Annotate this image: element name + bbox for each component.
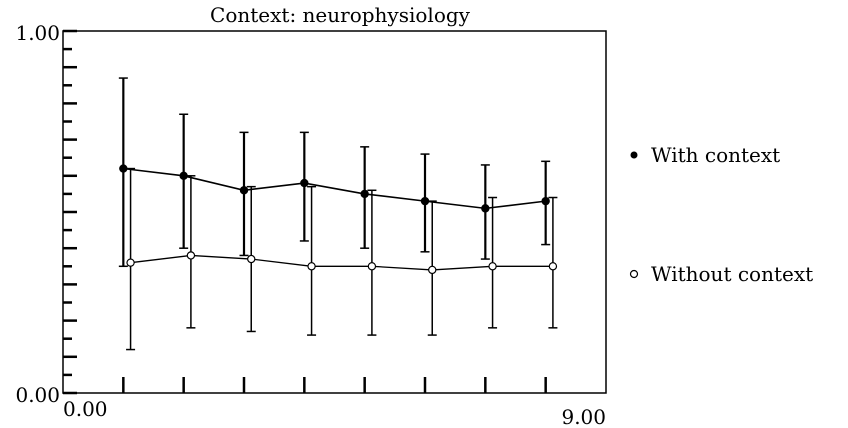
data-point <box>300 178 309 188</box>
chart-title: Context: neurophysiology <box>210 3 471 27</box>
series-line <box>130 254 553 271</box>
legend-marker-with-context <box>630 151 638 159</box>
legend-label-without-context: Without context <box>651 262 813 286</box>
data-point <box>488 262 497 271</box>
data-point <box>119 164 128 173</box>
data-point <box>548 262 558 271</box>
series-layer <box>118 77 558 351</box>
legend-marker-without-context <box>629 269 639 279</box>
plot-frame <box>62 30 607 394</box>
x-tick-label-min: 0.00 <box>63 397 108 421</box>
plot-axes <box>62 29 607 395</box>
data-point <box>186 251 196 260</box>
series-with-context <box>118 77 551 268</box>
data-point <box>247 254 256 264</box>
series-line <box>123 167 546 210</box>
data-point <box>360 189 369 199</box>
data-point <box>239 186 249 195</box>
data-point <box>541 196 550 206</box>
data-point <box>179 171 188 180</box>
legend: With context Without context <box>629 143 813 286</box>
y-tick-label-min: 0.00 <box>15 383 60 407</box>
data-point <box>481 204 490 213</box>
y-tick-label-max: 1.00 <box>15 21 60 45</box>
x-tick-label-max: 9.00 <box>561 405 606 428</box>
legend-label-with-context: With context <box>651 143 780 167</box>
data-point <box>367 262 377 271</box>
data-point <box>420 196 430 206</box>
data-point <box>126 258 135 267</box>
series-without-context <box>126 167 558 351</box>
data-point <box>428 265 437 275</box>
data-point <box>307 262 316 271</box>
